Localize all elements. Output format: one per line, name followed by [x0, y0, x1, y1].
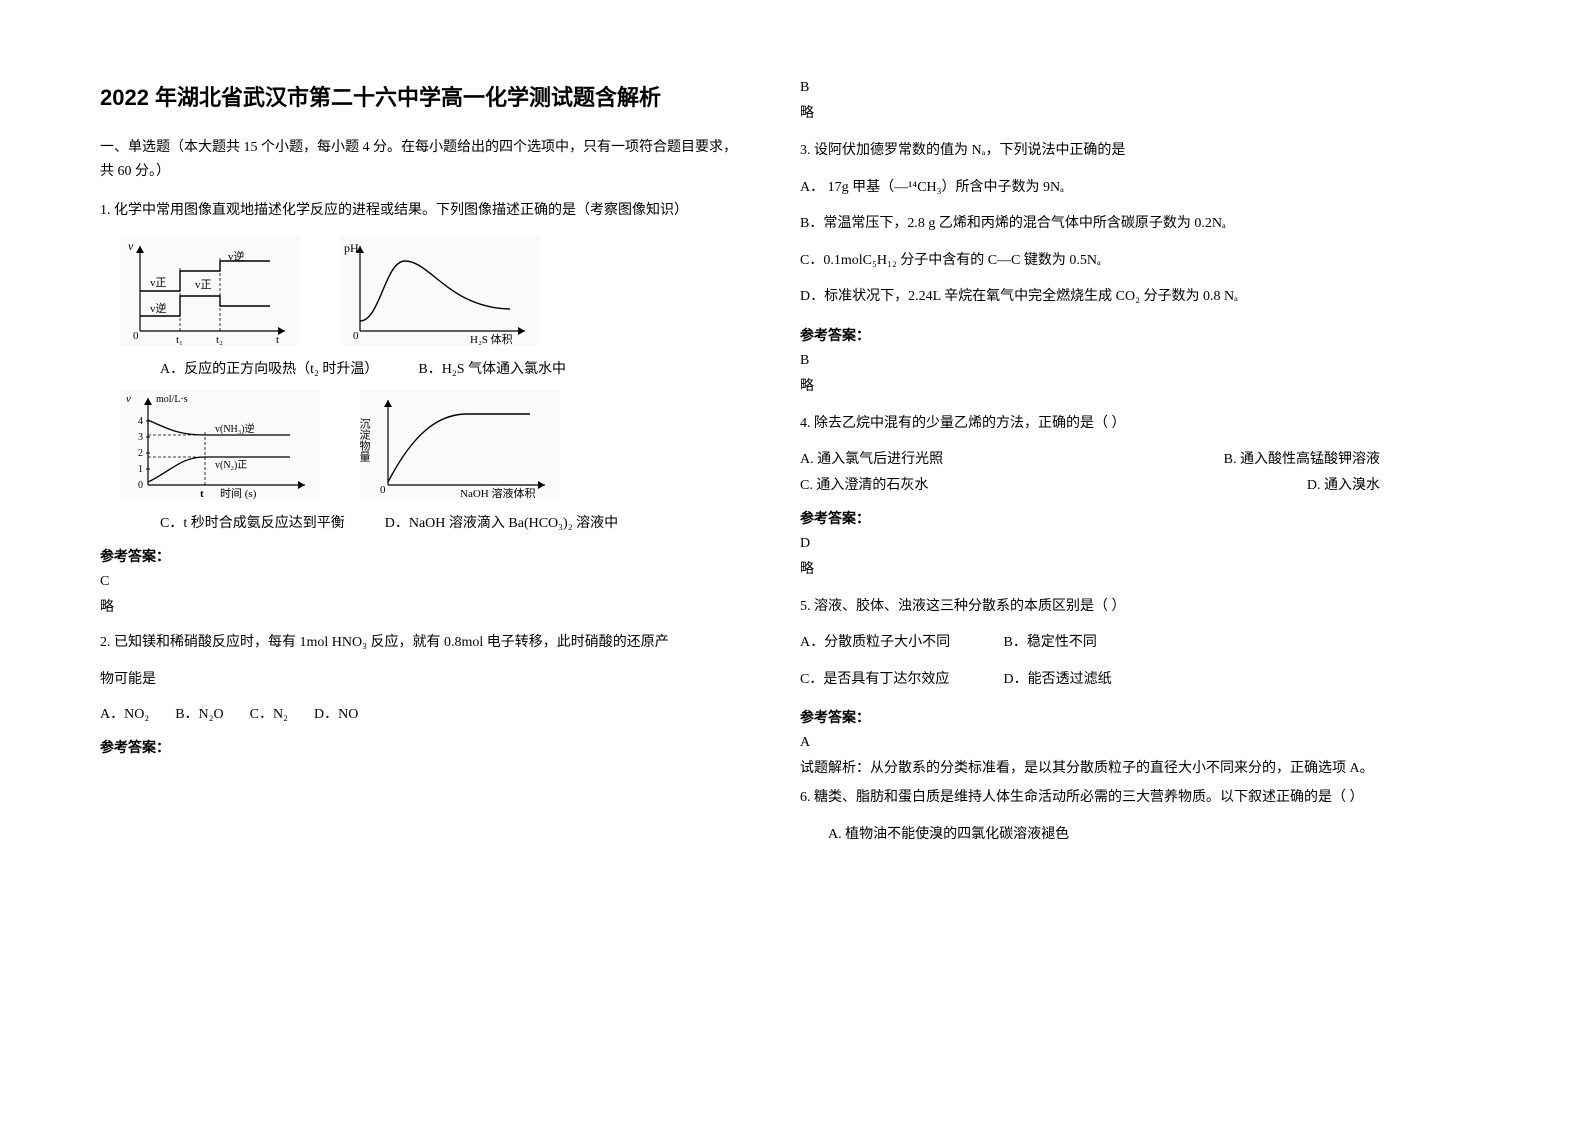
q5-options-ab: A．分散质粒子大小不同 B．稳定性不同 — [800, 630, 1440, 657]
q1-answer: C — [100, 574, 740, 590]
q5-answer: A — [800, 735, 1440, 751]
answer-label-2: 参考答案： — [100, 737, 740, 757]
q2-stem-line2: 物可能是 — [100, 667, 740, 694]
q4-opt-b: B. 通入酸性高锰酸钾溶液 — [1224, 448, 1380, 468]
svg-text:1: 1 — [138, 464, 143, 475]
section-header: 一、单选题（本大题共 15 个小题，每小题 4 分。在每小题给出的四个选项中，只… — [100, 136, 740, 184]
q5-opt-d: D．能否透过滤纸 — [1004, 672, 1112, 687]
q1-graph-row-2: v mol/L·s 0 1 2 3 4 v(NH₃)逆 v(N₂)正 — [120, 390, 740, 500]
svg-text:t: t — [276, 334, 279, 346]
q5-options-cd: C．是否具有丁达尔效应 D．能否透过滤纸 — [800, 667, 1440, 694]
q2-answer: B — [800, 80, 1440, 96]
q4-options-cd: C. 通入澄清的石灰水 D. 通入溴水 — [800, 474, 1440, 494]
label-v-reverse: v逆 — [150, 301, 167, 315]
q1-opt-a: A．反应的正方向吸热（t₂ 时升温） — [160, 358, 378, 378]
q1-options-ab: A．反应的正方向吸热（t₂ 时升温） B．H₂S 气体通入氯水中 — [160, 358, 740, 378]
q4-explain: 略 — [800, 558, 1440, 578]
svg-text:0: 0 — [353, 330, 359, 342]
q1-opt-d: D．NaOH 溶液滴入 Ba(HCO₃)₂ 溶液中 — [385, 512, 618, 532]
q1-graph-a: v v正 v逆 v逆 v正 t₁ t₂ t 0 — [120, 236, 300, 346]
svg-text:t₁: t₁ — [176, 334, 183, 346]
svg-text:H₂S 体积: H₂S 体积 — [470, 332, 513, 346]
page-title: 2022 年湖北省武汉市第二十六中学高一化学测试题含解析 — [100, 80, 740, 112]
q2-explain: 略 — [800, 102, 1440, 122]
label-v-forward: v正 — [150, 277, 167, 289]
svg-text:v(NH₃)逆: v(NH₃)逆 — [215, 422, 255, 435]
q3-opt-a: A． 17g 甲基（—¹⁴CH₃）所含中子数为 9Nₐ — [800, 175, 1440, 202]
q1-options-cd: C．t 秒时合成氨反应达到平衡 D．NaOH 溶液滴入 Ba(HCO₃)₂ 溶液… — [160, 512, 740, 532]
svg-text:pH: pH — [344, 241, 359, 255]
q5-opt-b: B．稳定性不同 — [1004, 635, 1097, 650]
q3-opt-c: C．0.1molC₅H₁₂ 分子中含有的 C—C 键数为 0.5Nₐ — [800, 248, 1440, 275]
q3-opt-d: D．标准状况下，2.24L 辛烷在氧气中完全燃烧生成 CO₂ 分子数为 0.8 … — [800, 284, 1440, 311]
q1-graph-row-1: v v正 v逆 v逆 v正 t₁ t₂ t 0 p — [120, 236, 740, 346]
q5-opt-c: C．是否具有丁达尔效应 — [800, 667, 1000, 694]
q4-answer: D — [800, 536, 1440, 552]
q1-graph-c: v mol/L·s 0 1 2 3 4 v(NH₃)逆 v(N₂)正 — [120, 390, 320, 500]
q2-opt-b: B．N₂O — [175, 703, 223, 723]
svg-text:0: 0 — [133, 330, 139, 342]
q3-explain: 略 — [800, 375, 1440, 395]
svg-text:沉淀物量: 沉淀物量 — [360, 418, 371, 462]
answer-label-3: 参考答案： — [800, 325, 1440, 345]
q1-graph-b: pH H₂S 体积 0 — [340, 236, 540, 346]
svg-text:4: 4 — [138, 416, 143, 427]
q4-opt-d: D. 通入溴水 — [1307, 474, 1380, 494]
q1-opt-b: B．H₂S 气体通入氯水中 — [418, 358, 566, 378]
answer-label: 参考答案： — [100, 546, 740, 566]
q4-options-ab: A. 通入氯气后进行光照 B. 通入酸性高锰酸钾溶液 — [800, 448, 1440, 468]
svg-text:v逆: v逆 — [228, 249, 245, 263]
q1-stem: 1. 化学中常用图像直观地描述化学反应的进程或结果。下列图像描述正确的是（考察图… — [100, 198, 740, 225]
svg-text:0: 0 — [380, 484, 386, 496]
q4-stem: 4. 除去乙烷中混有的少量乙烯的方法，正确的是（ ） — [800, 411, 1440, 438]
q2-stem-line1: 2. 已知镁和稀硝酸反应时，每有 1mol HNO₃ 反应，就有 0.8mol … — [100, 630, 740, 657]
svg-text:v正: v正 — [195, 279, 212, 291]
q2-opt-d: D．NO — [314, 703, 358, 723]
svg-text:2: 2 — [138, 448, 143, 459]
q3-stem: 3. 设阿伏加德罗常数的值为 Nₐ，下列说法中正确的是 — [800, 138, 1440, 165]
q5-explain: 试题解析：从分散系的分类标准看，是以其分散质粒子的直径大小不同来分的，正确选项 … — [800, 757, 1440, 777]
answer-label-4: 参考答案： — [800, 508, 1440, 528]
svg-text:时间 (s): 时间 (s) — [220, 487, 257, 500]
q1-explain: 略 — [100, 596, 740, 616]
q5-stem: 5. 溶液、胶体、浊液这三种分散系的本质区别是（ ） — [800, 594, 1440, 621]
answer-label-5: 参考答案： — [800, 707, 1440, 727]
q2-options: A．NO₂ B．N₂O C．N₂ D．NO — [100, 703, 740, 723]
svg-text:mol/L·s: mol/L·s — [156, 394, 188, 405]
q3-answer: B — [800, 353, 1440, 369]
svg-text:t₂: t₂ — [216, 334, 223, 346]
svg-text:3: 3 — [138, 432, 143, 443]
q6-stem: 6. 糖类、脂肪和蛋白质是维持人体生命活动所必需的三大营养物质。以下叙述正确的是… — [800, 785, 1440, 812]
q2-opt-a: A．NO₂ — [100, 703, 149, 723]
svg-text:v(N₂)正: v(N₂)正 — [215, 460, 247, 471]
svg-text:v: v — [126, 393, 131, 405]
svg-text:v: v — [128, 239, 134, 253]
q3-opt-b: B．常温常压下，2.8 g 乙烯和丙烯的混合气体中所含碳原子数为 0.2Nₐ — [800, 211, 1440, 238]
q1-opt-c: C．t 秒时合成氨反应达到平衡 — [160, 512, 345, 532]
q6-opt-a: A. 植物油不能使溴的四氯化碳溶液褪色 — [800, 822, 1440, 849]
svg-text:NaOH 溶液体积: NaOH 溶液体积 — [460, 486, 535, 500]
svg-text:0: 0 — [138, 480, 143, 491]
q1-graph-d: 沉淀物量 NaOH 溶液体积 0 — [360, 390, 560, 500]
q4-opt-c: C. 通入澄清的石灰水 — [800, 474, 928, 494]
q4-opt-a: A. 通入氯气后进行光照 — [800, 448, 943, 468]
svg-text:t: t — [200, 488, 204, 500]
q2-opt-c: C．N₂ — [250, 703, 288, 723]
q5-opt-a: A．分散质粒子大小不同 — [800, 630, 1000, 657]
